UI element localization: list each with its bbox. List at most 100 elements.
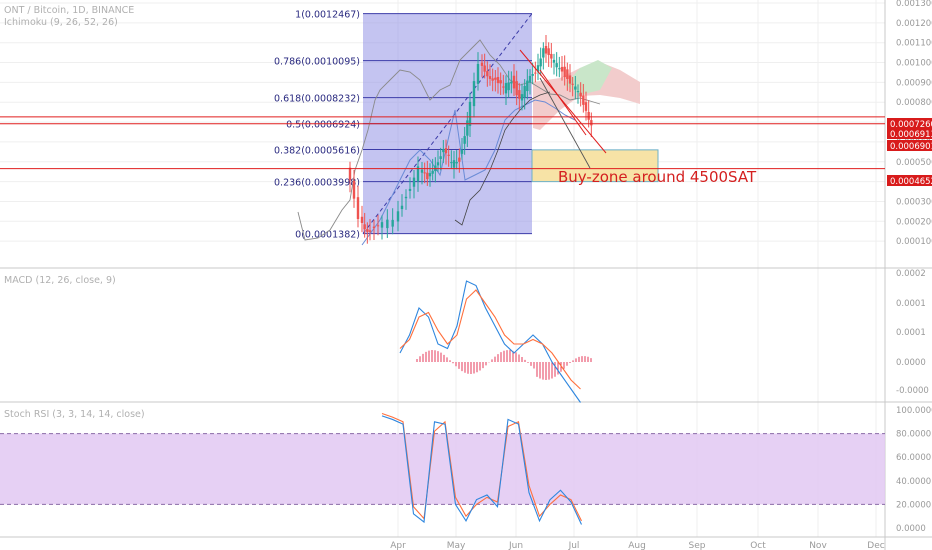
candle-body	[518, 90, 521, 99]
candle-body	[542, 48, 545, 58]
candle-body	[579, 92, 582, 97]
candle-body	[499, 80, 502, 84]
candle-body	[528, 75, 532, 83]
stoch-tick-label: 80.0000	[896, 430, 931, 440]
macd-tick-label: 0.0001	[896, 328, 926, 338]
candle-body	[408, 188, 412, 191]
ichimoku-lines	[297, 39, 601, 246]
candle-body	[428, 173, 432, 177]
macd-label: MACD (12, 26, close, 9)	[4, 275, 116, 286]
candle-body	[552, 59, 556, 63]
candle-body	[420, 169, 424, 173]
time-tick-label: Jun	[508, 541, 523, 550]
candle-body	[523, 85, 526, 98]
candle-body	[460, 149, 464, 154]
candle-body	[576, 91, 580, 93]
price-tick-label: 0.0001000	[896, 237, 932, 247]
price-tag	[887, 140, 932, 151]
candle-body	[458, 157, 461, 162]
macd-pane: 0.0002 0.0001 0.0001 0.0000 -0.0000	[399, 269, 929, 403]
candle-body	[404, 196, 408, 199]
candle-body	[526, 80, 529, 92]
time-tick-label: Oct	[750, 541, 766, 550]
candle-body	[536, 65, 540, 72]
stoch-tick-label: 0.0000	[896, 524, 926, 534]
time-axis: Apr May Jun Jul Aug Sep Oct Nov Dec	[390, 541, 885, 550]
candle-body	[574, 86, 577, 90]
macd-tick-label: 0.0002	[896, 269, 926, 279]
candle-body	[439, 156, 442, 159]
price-tick-label: 0.0005000	[896, 158, 932, 168]
candle-body	[512, 75, 516, 89]
candle-body	[380, 222, 384, 228]
horizontal-lines	[0, 116, 885, 170]
stoch-k-line	[381, 415, 582, 525]
candle-body	[455, 161, 458, 164]
ichimoku-lagging-span	[297, 39, 601, 241]
candle-body	[507, 82, 510, 91]
fib-level-label: 0.786(0.0010095)	[274, 57, 360, 68]
candle-body	[444, 148, 448, 154]
candle-body	[463, 136, 466, 144]
candle-body	[400, 205, 404, 210]
candle-body	[558, 68, 561, 70]
time-tick-label: Apr	[390, 541, 406, 550]
price-tick-label: 0.0012000	[896, 19, 932, 29]
price-tag-label: 0.0004652	[890, 177, 932, 187]
macd-signal-line	[399, 289, 581, 390]
candle-body	[452, 160, 456, 168]
ichimoku-base-line	[361, 99, 576, 246]
time-tick-label: Aug	[628, 541, 646, 550]
ichimoku-label: Ichimoku (9, 26, 52, 26)	[4, 17, 118, 28]
candle-body	[372, 226, 376, 229]
candle-body	[436, 162, 440, 166]
stoch-tick-label: 20.0000	[896, 500, 931, 510]
candle-body	[488, 76, 492, 79]
ichimoku-cloud-red	[533, 62, 640, 130]
fib-level-label: 0.618(0.0008232)	[274, 94, 360, 105]
fib-level-label: 0(0.0001382)	[295, 230, 360, 241]
candle-body	[568, 75, 572, 84]
candle-body	[386, 219, 389, 229]
price-tick-label: 0.0003000	[896, 197, 932, 207]
candle-body	[396, 211, 400, 222]
candle-body	[376, 225, 380, 227]
candle-body	[356, 197, 360, 219]
candle-body	[515, 81, 518, 96]
fib-trend-line	[362, 13, 533, 234]
candle-body	[563, 66, 566, 78]
candle-body	[539, 58, 542, 67]
time-tick-label: Dec	[867, 541, 884, 550]
candle-body	[431, 170, 434, 174]
macd-line	[399, 280, 581, 403]
fib-level-label: 0.382(0.0005616)	[274, 146, 360, 157]
candle-body	[582, 95, 585, 105]
ichimoku-cloud-green	[565, 60, 612, 95]
candle-body	[486, 71, 489, 77]
macd-tick-label: 0.0001	[896, 299, 926, 309]
buy-zone	[531, 149, 659, 183]
price-tag-label: 0.0007260	[890, 120, 932, 130]
price-tag-label: 0.0006901	[890, 142, 932, 152]
candle-body	[363, 224, 366, 230]
candle-body	[520, 94, 524, 101]
candle-body	[494, 77, 497, 80]
stoch-tick-label: 60.0000	[896, 453, 931, 463]
stoch-rsi-pane: 100.0000 80.0000 60.0000 40.0000 20.0000 0.00…	[0, 406, 932, 534]
stoch-tick-label: 100.0000	[896, 406, 932, 416]
price-tick-label: 0.0002000	[896, 217, 932, 227]
price-axis: 0.0013000 0.0012000 0.0011000 0.0010000 0.00…	[887, 0, 932, 247]
candle-body	[442, 149, 445, 153]
candle-body	[466, 120, 469, 136]
price-tick-label: 0.0013000	[896, 0, 932, 9]
time-tick-label: Nov	[809, 541, 827, 550]
candle-body	[352, 180, 356, 199]
time-tick-label: Jul	[568, 541, 580, 550]
macd-tick-label: -0.0000	[896, 386, 929, 396]
chart-labels: Buy-zone around 4500SAT ONT / Bitcoin, 1D…	[4, 5, 757, 420]
descending-trendline-lower	[539, 69, 587, 136]
stoch-band	[0, 433, 885, 505]
stoch-rsi-label: Stoch RSI (3, 3, 14, 14, close)	[4, 409, 145, 420]
candle-body	[416, 166, 420, 182]
price-tag-label: 0.0006913	[890, 130, 932, 140]
